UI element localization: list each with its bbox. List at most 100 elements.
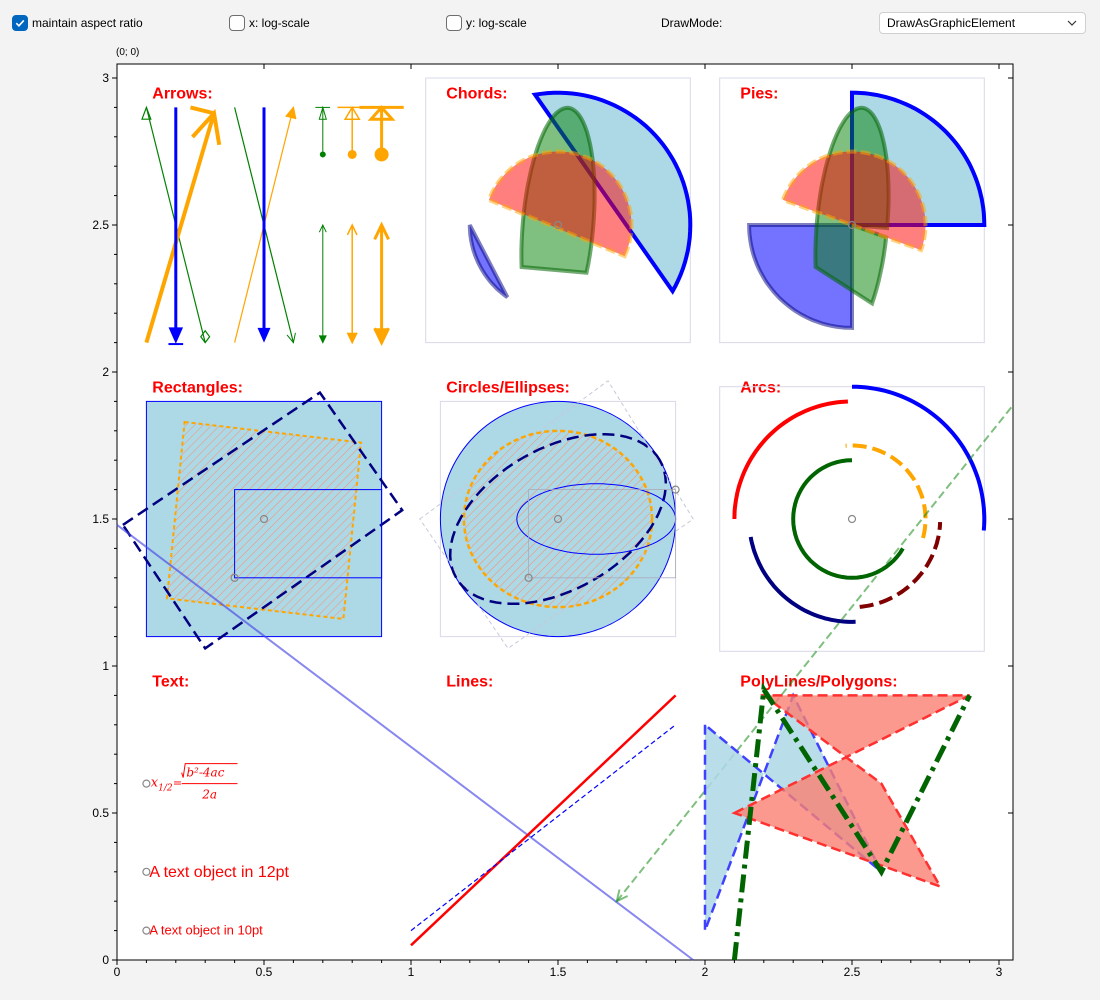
- rect-small-blue: [234, 489, 383, 579]
- line-red: [410, 694, 677, 947]
- section-title-circles: Circles/Ellipses:: [446, 380, 570, 397]
- x-tick-label: 3: [996, 965, 1003, 979]
- formula-eq: =: [173, 777, 182, 790]
- section-title-lines: Lines:: [446, 674, 493, 691]
- y-tick-label: 2.5: [92, 218, 109, 232]
- arrow-orange-thin-head: [285, 106, 297, 120]
- ellipse-bounding-box: [419, 380, 694, 650]
- pie-center-marker: [847, 220, 857, 230]
- arrow-open-head: [318, 105, 327, 120]
- formula-denominator: 2a: [201, 788, 217, 802]
- y-tick-label: 0.5: [92, 806, 109, 820]
- ellipse-navy: [448, 432, 668, 606]
- coordinate-readout: (0; 0): [116, 47, 140, 58]
- drawmode-label: DrawMode:: [661, 16, 723, 30]
- arrow-orange-diagonal: [144, 112, 216, 344]
- checkbox-unchecked-icon: [229, 15, 245, 31]
- y-tick-label: 1.5: [92, 512, 109, 526]
- arrow-double-head-bottom: [318, 335, 327, 344]
- arrow-double-head-top: [373, 221, 390, 241]
- checkbox-checked-icon: [12, 15, 28, 31]
- text-marker-formula: [142, 779, 151, 788]
- chord-center-marker: [553, 220, 563, 230]
- x-tick-label: 2.5: [844, 965, 861, 979]
- rect-center-marker: [259, 514, 269, 524]
- arc-darkred: [859, 522, 943, 609]
- section-title-arcs: Arcs:: [740, 380, 781, 397]
- arrow-open-head: [367, 105, 396, 121]
- section-title-arrows: Arrows:: [152, 86, 212, 103]
- ellipse-blue: [516, 483, 677, 555]
- arrow-orange-bar: [190, 105, 215, 116]
- drawmode-value: DrawAsGraphicElement: [887, 16, 1016, 30]
- x-tick-label: 0.5: [256, 965, 273, 979]
- text-12pt: A text object in 12pt: [149, 864, 289, 881]
- y-tick-label: 2: [102, 365, 109, 379]
- section-title-chords: Chords:: [446, 86, 507, 103]
- x-tick-label: 1: [408, 965, 415, 979]
- y-tick-label: 1: [102, 659, 109, 673]
- arrow-dot-end: [319, 151, 326, 158]
- arc-navy: [748, 536, 856, 624]
- formula-sub: 1/2: [158, 784, 173, 794]
- arc-center-marker: [847, 514, 857, 524]
- arrow-dot-end: [347, 149, 357, 159]
- maintain-aspect-checkbox[interactable]: maintain aspect ratio: [12, 13, 143, 33]
- chord-blue: [467, 224, 510, 299]
- text-10pt: A text object in 10pt: [149, 923, 263, 938]
- section-title-rectangles: Rectangles:: [152, 380, 243, 397]
- arrow-double-head-bottom: [346, 332, 358, 345]
- text-marker-10pt: [142, 926, 151, 935]
- polyline-darkgreen: [731, 682, 972, 961]
- ellipse-small-box: [528, 489, 676, 579]
- line-green-dashed: [616, 403, 1015, 902]
- x-tick-label: 2: [702, 965, 709, 979]
- formula-numerator: b²-4ac: [186, 766, 224, 780]
- x-log-checkbox[interactable]: x: log-scale: [229, 13, 310, 33]
- text-marker-12pt: [142, 867, 151, 876]
- chord-red: [486, 149, 634, 259]
- arc-darkgreen: [791, 458, 905, 580]
- line-green-arrow-head: [615, 889, 629, 903]
- maintain-aspect-label: maintain aspect ratio: [32, 16, 143, 30]
- rect-rotated-navy: [121, 390, 404, 651]
- polygon-salmon: [731, 694, 971, 889]
- drawmode-select[interactable]: DrawAsGraphicElement: [879, 12, 1086, 34]
- section-title-pies: Pies:: [740, 86, 778, 103]
- ellipse-hatched: [462, 429, 654, 609]
- checkbox-unchecked-icon: [446, 15, 462, 31]
- arrow-double-head-top: [346, 223, 358, 236]
- arrow-double-head-bottom: [373, 327, 390, 347]
- y-log-checkbox[interactable]: y: log-scale: [446, 13, 527, 33]
- formula-lhs: x: [151, 776, 159, 791]
- rect-corner-marker: [230, 573, 239, 582]
- arrow-dot-end: [374, 147, 389, 162]
- chevron-down-icon: [1067, 20, 1077, 26]
- y-tick-label: 0: [102, 953, 109, 967]
- arc-blue: [851, 384, 987, 531]
- y-log-label: y: log-scale: [466, 16, 527, 30]
- rect-hatched: [165, 420, 363, 621]
- y-tick-label: 3: [102, 71, 109, 85]
- arrow-green-thin-head: [286, 332, 296, 344]
- formula-sqrt: [181, 763, 238, 778]
- x-log-label: x: log-scale: [249, 16, 310, 30]
- arrow-open-head: [343, 105, 361, 120]
- arrow-blue-head-2: [257, 327, 271, 343]
- pie-red: [780, 149, 928, 253]
- section-title-text: Text:: [152, 674, 189, 691]
- line-long-diagonal: [116, 524, 694, 961]
- circle-point-marker: [671, 485, 680, 494]
- arc-red: [732, 399, 849, 520]
- section-title-polys: PolyLines/Polygons:: [740, 674, 897, 691]
- toolbar: maintain aspect ratio x: log-scale y: lo…: [0, 0, 1100, 46]
- arrow-double-head-top: [318, 223, 327, 233]
- circle-corner-marker: [524, 573, 533, 582]
- x-tick-label: 1.5: [550, 965, 567, 979]
- x-tick-label: 0: [114, 965, 121, 979]
- arrow-green-head: [141, 105, 152, 120]
- arrow-green-tail: [200, 329, 211, 344]
- arrow-blue-head: [168, 327, 184, 344]
- circle-center-marker: [553, 514, 563, 524]
